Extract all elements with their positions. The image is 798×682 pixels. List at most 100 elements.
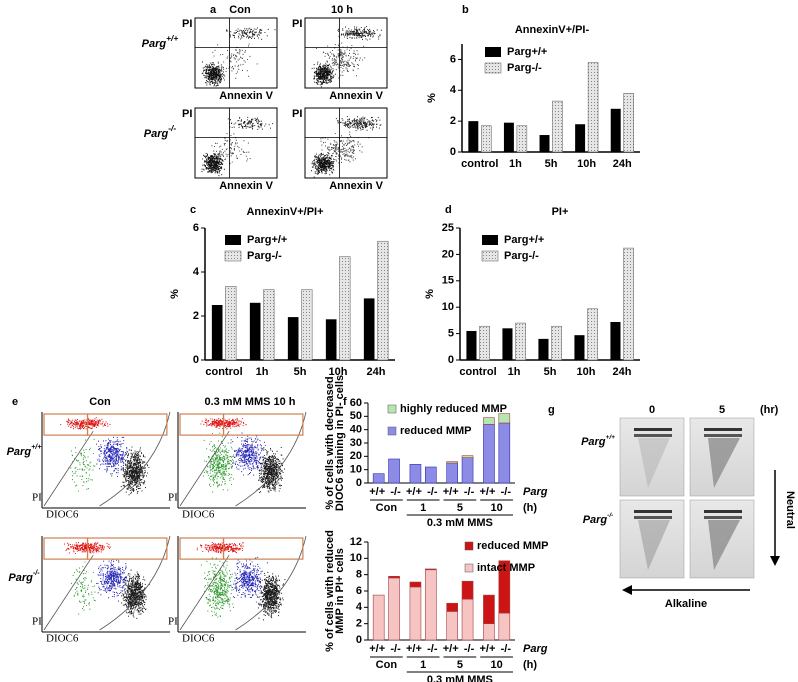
legend-swatch bbox=[464, 541, 474, 551]
label: +/+ bbox=[479, 486, 495, 498]
label: Parg-/- bbox=[504, 250, 539, 262]
label: reduced MMP bbox=[400, 425, 472, 437]
label: 10 bbox=[442, 301, 454, 313]
bar-segment bbox=[483, 424, 495, 484]
bar bbox=[301, 289, 313, 361]
bar-segment bbox=[424, 569, 437, 641]
label: 10 bbox=[350, 552, 362, 564]
label: 4 bbox=[356, 601, 363, 613]
dot-cloud bbox=[335, 115, 382, 132]
label: reduced MMP bbox=[477, 540, 549, 552]
label: -/- bbox=[464, 643, 475, 655]
legend-swatch bbox=[387, 426, 397, 436]
genotype-label: Parg+/+ bbox=[7, 443, 43, 458]
dot-cloud bbox=[256, 571, 286, 621]
bar bbox=[587, 62, 599, 153]
bar bbox=[552, 100, 563, 153]
label: Parg+/+ bbox=[504, 234, 544, 246]
label: Parg+/+ bbox=[507, 46, 547, 58]
dot-cloud bbox=[201, 150, 226, 177]
label: Annexin V bbox=[329, 180, 383, 192]
label: f bbox=[343, 396, 347, 408]
dot-cloud bbox=[96, 436, 129, 477]
label: Alkaline bbox=[665, 598, 707, 610]
bar-segment bbox=[424, 568, 437, 571]
label: PI bbox=[32, 616, 42, 628]
scatter-frame bbox=[194, 17, 278, 89]
label: 2 bbox=[450, 115, 456, 127]
label: 5h bbox=[294, 366, 307, 378]
label: 20 bbox=[442, 248, 454, 260]
label: DIOC6 bbox=[182, 633, 215, 645]
dot-cloud bbox=[60, 416, 111, 430]
label: % bbox=[424, 289, 436, 299]
gate bbox=[43, 535, 171, 631]
label: AnnexinV+/PI- bbox=[515, 24, 590, 36]
label: 10h bbox=[577, 158, 596, 170]
bar-segment bbox=[498, 560, 511, 614]
label: 6 bbox=[450, 53, 456, 65]
gel-band bbox=[634, 516, 672, 519]
label: 0 bbox=[193, 354, 199, 366]
label: 1h bbox=[508, 366, 521, 378]
gate-r3 bbox=[222, 537, 304, 560]
label: 0 bbox=[356, 477, 362, 489]
bar-segment bbox=[388, 458, 400, 484]
label: AnnexinV+/PI+ bbox=[246, 206, 323, 218]
label: 30 bbox=[350, 437, 362, 449]
label: 24h bbox=[613, 158, 632, 170]
label: (h) bbox=[523, 659, 537, 671]
label: highly reduced MMP bbox=[400, 403, 507, 415]
genotype-name: Parg bbox=[581, 436, 606, 448]
bar-segment bbox=[498, 422, 511, 484]
dot-cloud bbox=[68, 438, 96, 492]
label: intact MMP bbox=[477, 562, 535, 574]
bar bbox=[538, 338, 549, 360]
label: 1h bbox=[256, 366, 269, 378]
label: 0 bbox=[448, 354, 454, 366]
legend-swatch bbox=[464, 563, 474, 573]
genotype-name: Parg bbox=[583, 514, 608, 526]
arrow-head bbox=[770, 556, 780, 566]
bar-segment bbox=[446, 462, 458, 484]
bar bbox=[377, 240, 389, 361]
label: Parg-/- bbox=[507, 62, 542, 74]
gel-band bbox=[634, 428, 672, 431]
label: a bbox=[210, 4, 217, 16]
bar bbox=[515, 322, 526, 361]
dot-cloud bbox=[71, 561, 96, 615]
label: 24h bbox=[613, 366, 632, 378]
bar-segment bbox=[461, 580, 474, 600]
genotype-label: Parg-/- bbox=[583, 512, 614, 526]
legend-swatch bbox=[482, 235, 498, 245]
bar bbox=[539, 135, 550, 152]
label: 6 bbox=[356, 585, 362, 597]
label: 50 bbox=[350, 410, 362, 422]
bar-segment bbox=[372, 594, 385, 641]
label: % of cells with decreased bbox=[324, 376, 336, 509]
label: PI bbox=[292, 108, 302, 120]
label: PI bbox=[168, 616, 178, 628]
label: PI bbox=[32, 492, 42, 504]
label: 5 bbox=[457, 659, 463, 671]
gate-r3 bbox=[86, 413, 168, 436]
label: +/+ bbox=[406, 486, 422, 498]
bar bbox=[211, 305, 223, 360]
label: 4 bbox=[193, 266, 200, 278]
label: -/- bbox=[427, 486, 438, 498]
label: (hr) bbox=[760, 404, 779, 416]
bar bbox=[263, 289, 275, 361]
label: 5 bbox=[457, 502, 463, 514]
legend-swatch bbox=[481, 250, 499, 262]
bar-segment bbox=[461, 457, 474, 484]
genotype-name: Parg bbox=[7, 446, 32, 458]
bar-segment bbox=[498, 413, 511, 424]
gel-band bbox=[634, 434, 672, 437]
bar-segment bbox=[446, 602, 458, 612]
dot-cloud bbox=[201, 61, 225, 87]
dot-cloud bbox=[196, 541, 244, 554]
bar-segment bbox=[409, 586, 422, 641]
label: DIOC6 bbox=[46, 633, 79, 645]
gate-r4 bbox=[179, 413, 225, 436]
